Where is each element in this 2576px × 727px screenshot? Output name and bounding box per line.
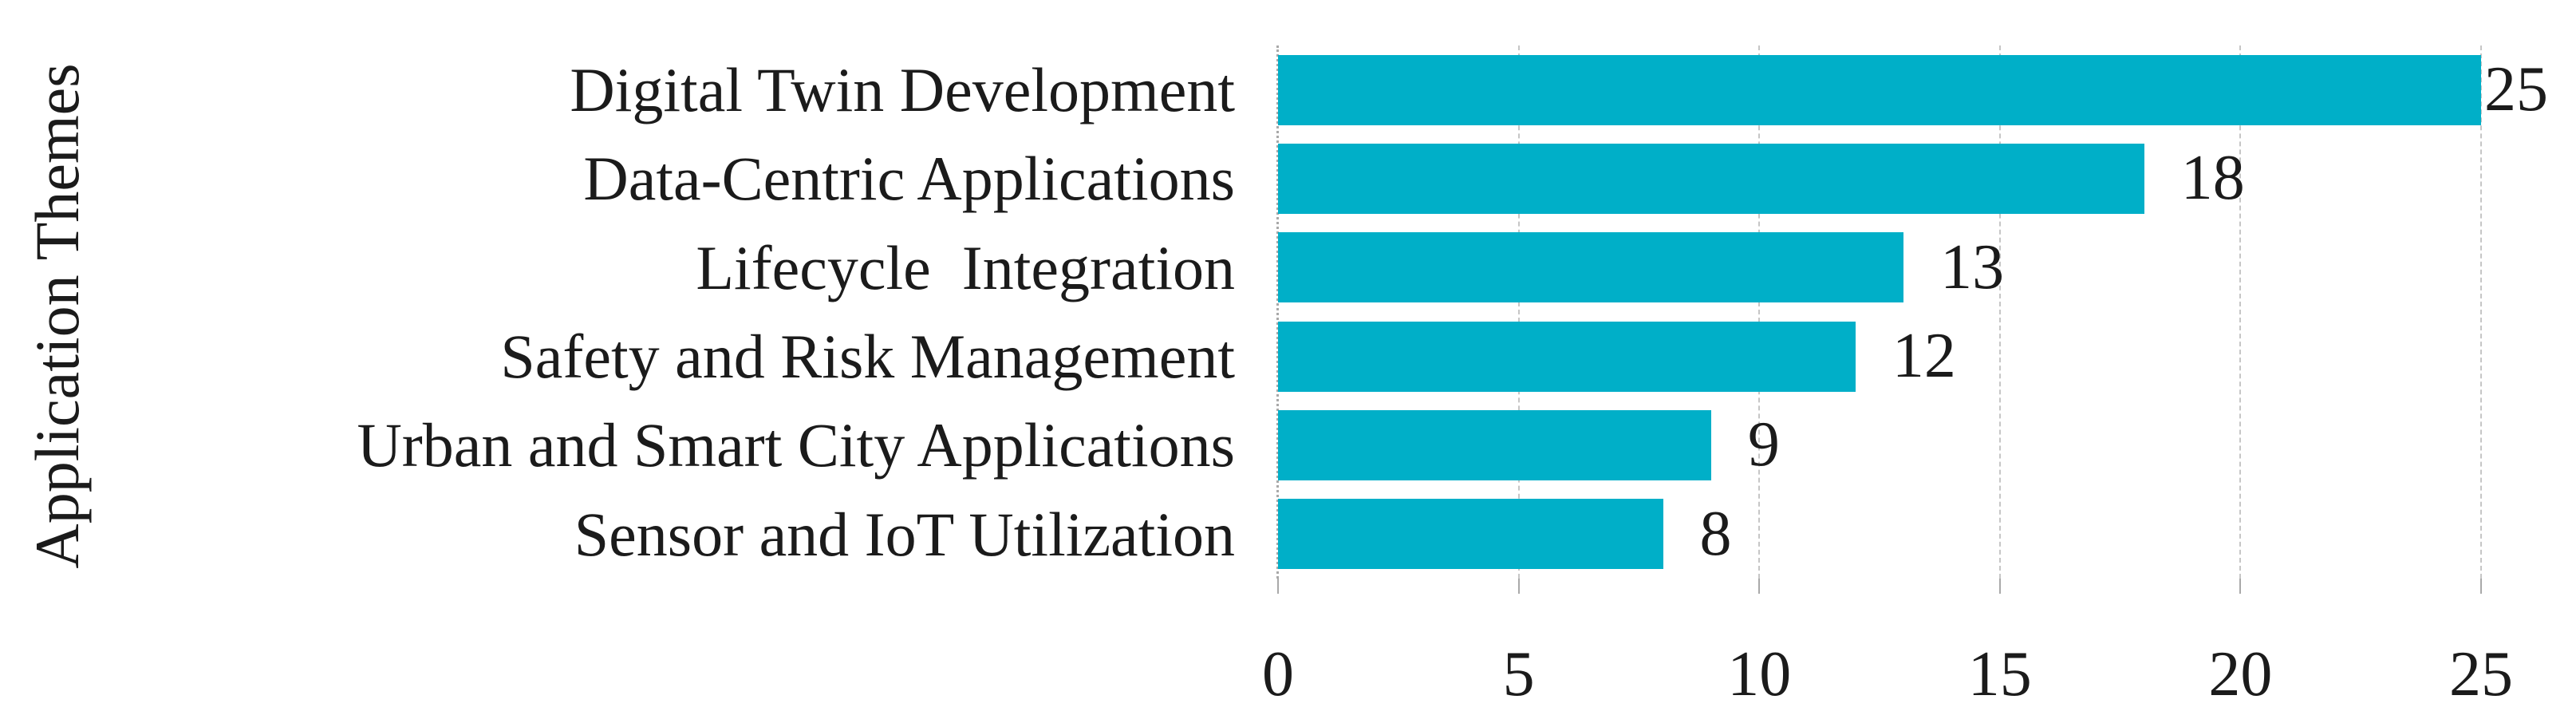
x-axis-tick-mark bbox=[1758, 579, 1761, 594]
gridline bbox=[2480, 45, 2482, 579]
x-tick-label: 20 bbox=[2208, 639, 2273, 709]
gridline bbox=[1758, 45, 1761, 579]
x-axis-tick-mark bbox=[1517, 579, 1520, 594]
category-label: Digital Twin Development bbox=[570, 55, 1235, 124]
category-label: Urban and Smart City Applications bbox=[357, 410, 1235, 480]
x-tick-label: 0 bbox=[1262, 639, 1294, 709]
gridline bbox=[1517, 45, 1520, 579]
value-label: 8 bbox=[1699, 498, 1732, 569]
y-axis-line bbox=[1276, 45, 1279, 579]
gridline bbox=[2239, 45, 2242, 579]
bar bbox=[1278, 54, 2481, 125]
x-axis-tick-mark bbox=[1998, 579, 2001, 594]
gridline bbox=[1998, 45, 2001, 579]
value-label: 25 bbox=[2484, 54, 2548, 124]
category-label: Lifecycle Integration bbox=[696, 232, 1235, 302]
value-label: 13 bbox=[1940, 231, 2005, 302]
x-axis-tick-mark bbox=[1277, 579, 1279, 594]
value-label: 18 bbox=[2180, 143, 2245, 214]
bar bbox=[1278, 321, 1856, 392]
x-tick-label: 15 bbox=[1967, 639, 2032, 709]
bar bbox=[1278, 410, 1711, 480]
category-label: Sensor and IoT Utilization bbox=[574, 499, 1235, 569]
x-tick-label: 10 bbox=[1727, 639, 1792, 709]
bar bbox=[1278, 232, 1904, 303]
x-axis-tick-mark bbox=[2239, 579, 2242, 594]
value-label: 12 bbox=[1892, 321, 1956, 391]
x-tick-label: 5 bbox=[1502, 639, 1535, 709]
x-tick-label: 25 bbox=[2449, 639, 2513, 709]
value-label: 9 bbox=[1747, 409, 1780, 480]
category-label: Safety and Risk Management bbox=[500, 322, 1235, 391]
bar bbox=[1278, 144, 2144, 214]
category-label: Data-Centric Applications bbox=[583, 144, 1235, 214]
x-axis-tick-mark bbox=[2480, 579, 2482, 594]
bar bbox=[1278, 499, 1663, 570]
